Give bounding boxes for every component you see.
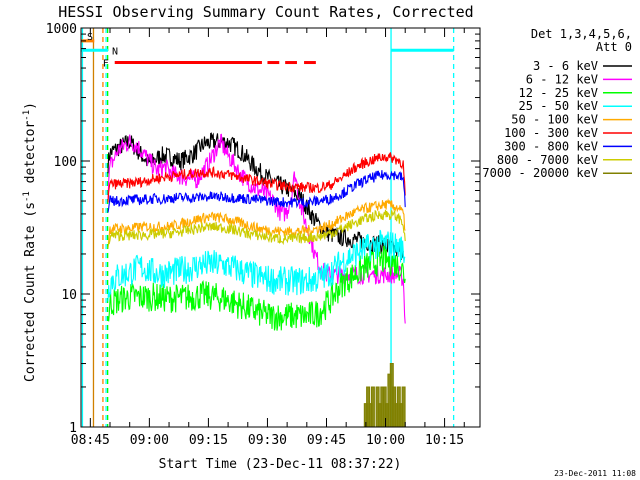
series-line <box>107 198 406 244</box>
series-line <box>107 170 406 213</box>
series-line <box>107 229 406 302</box>
legend-label: 100 - 300 keV <box>504 126 598 140</box>
footer-timestamp: 23-Dec-2011 11:08 <box>554 469 636 478</box>
legend-label: 7000 - 20000 keV <box>482 166 598 180</box>
x-tick-label: 10:15 <box>425 433 464 448</box>
series-line <box>107 245 406 331</box>
legend-label: 300 - 800 keV <box>504 139 598 153</box>
flag-label: N <box>112 46 118 57</box>
legend-label: 800 - 7000 keV <box>497 153 598 167</box>
axis-ticks: 1 10 100 1000 08:45 09:00 09:15 09:30 09:45 10:00… <box>46 22 480 448</box>
legend-label: 12 - 25 keV <box>519 86 598 100</box>
plot-frame <box>80 27 481 428</box>
legend-label: 50 - 100 keV <box>511 113 598 127</box>
x-tick-label: 09:30 <box>248 433 287 448</box>
y-axis-label: Corrected Count Rate (s-1 detector-1) <box>22 102 38 382</box>
y-label-sup2: -1 <box>22 110 32 121</box>
legend-title-line1: Det 1,3,4,5,6, <box>531 27 632 41</box>
y-label-sup1: -1 <box>22 191 32 202</box>
flag-label: F <box>103 59 109 70</box>
series-line <box>107 152 406 203</box>
time-markers <box>81 28 455 427</box>
legend-label: 6 - 12 keV <box>526 72 598 86</box>
flag-label: S <box>87 32 93 43</box>
legend-label: 3 - 6 keV <box>533 59 598 73</box>
x-tick-label: 09:15 <box>189 433 228 448</box>
x-tick-label: 10:00 <box>366 433 405 448</box>
flag-bars: S NF <box>81 32 454 70</box>
y-label-main: Corrected Count Rate (s <box>23 202 38 382</box>
chart-title: HESSI Observing Summary Count Rates, Cor… <box>58 3 473 21</box>
y-label-mid: detector <box>23 121 38 192</box>
y-tick-label: 1 <box>69 421 77 436</box>
series-line <box>107 132 404 260</box>
y-tick-label: 10 <box>61 288 77 303</box>
series-line <box>361 363 408 428</box>
y-label-end: ) <box>23 102 38 110</box>
x-tick-label: 08:45 <box>71 433 110 448</box>
series-line <box>107 209 406 249</box>
x-tick-label: 09:00 <box>130 433 169 448</box>
x-tick-label: 09:45 <box>307 433 346 448</box>
x-axis-label: Start Time (23-Dec-11 08:37:22) <box>159 457 402 472</box>
series-lines <box>107 132 408 428</box>
y-tick-label: 100 <box>54 155 77 170</box>
legend-label: 25 - 50 keV <box>519 99 598 113</box>
y-tick-label: 1000 <box>46 22 77 37</box>
legend-title-line2: Att 0 <box>596 40 632 54</box>
